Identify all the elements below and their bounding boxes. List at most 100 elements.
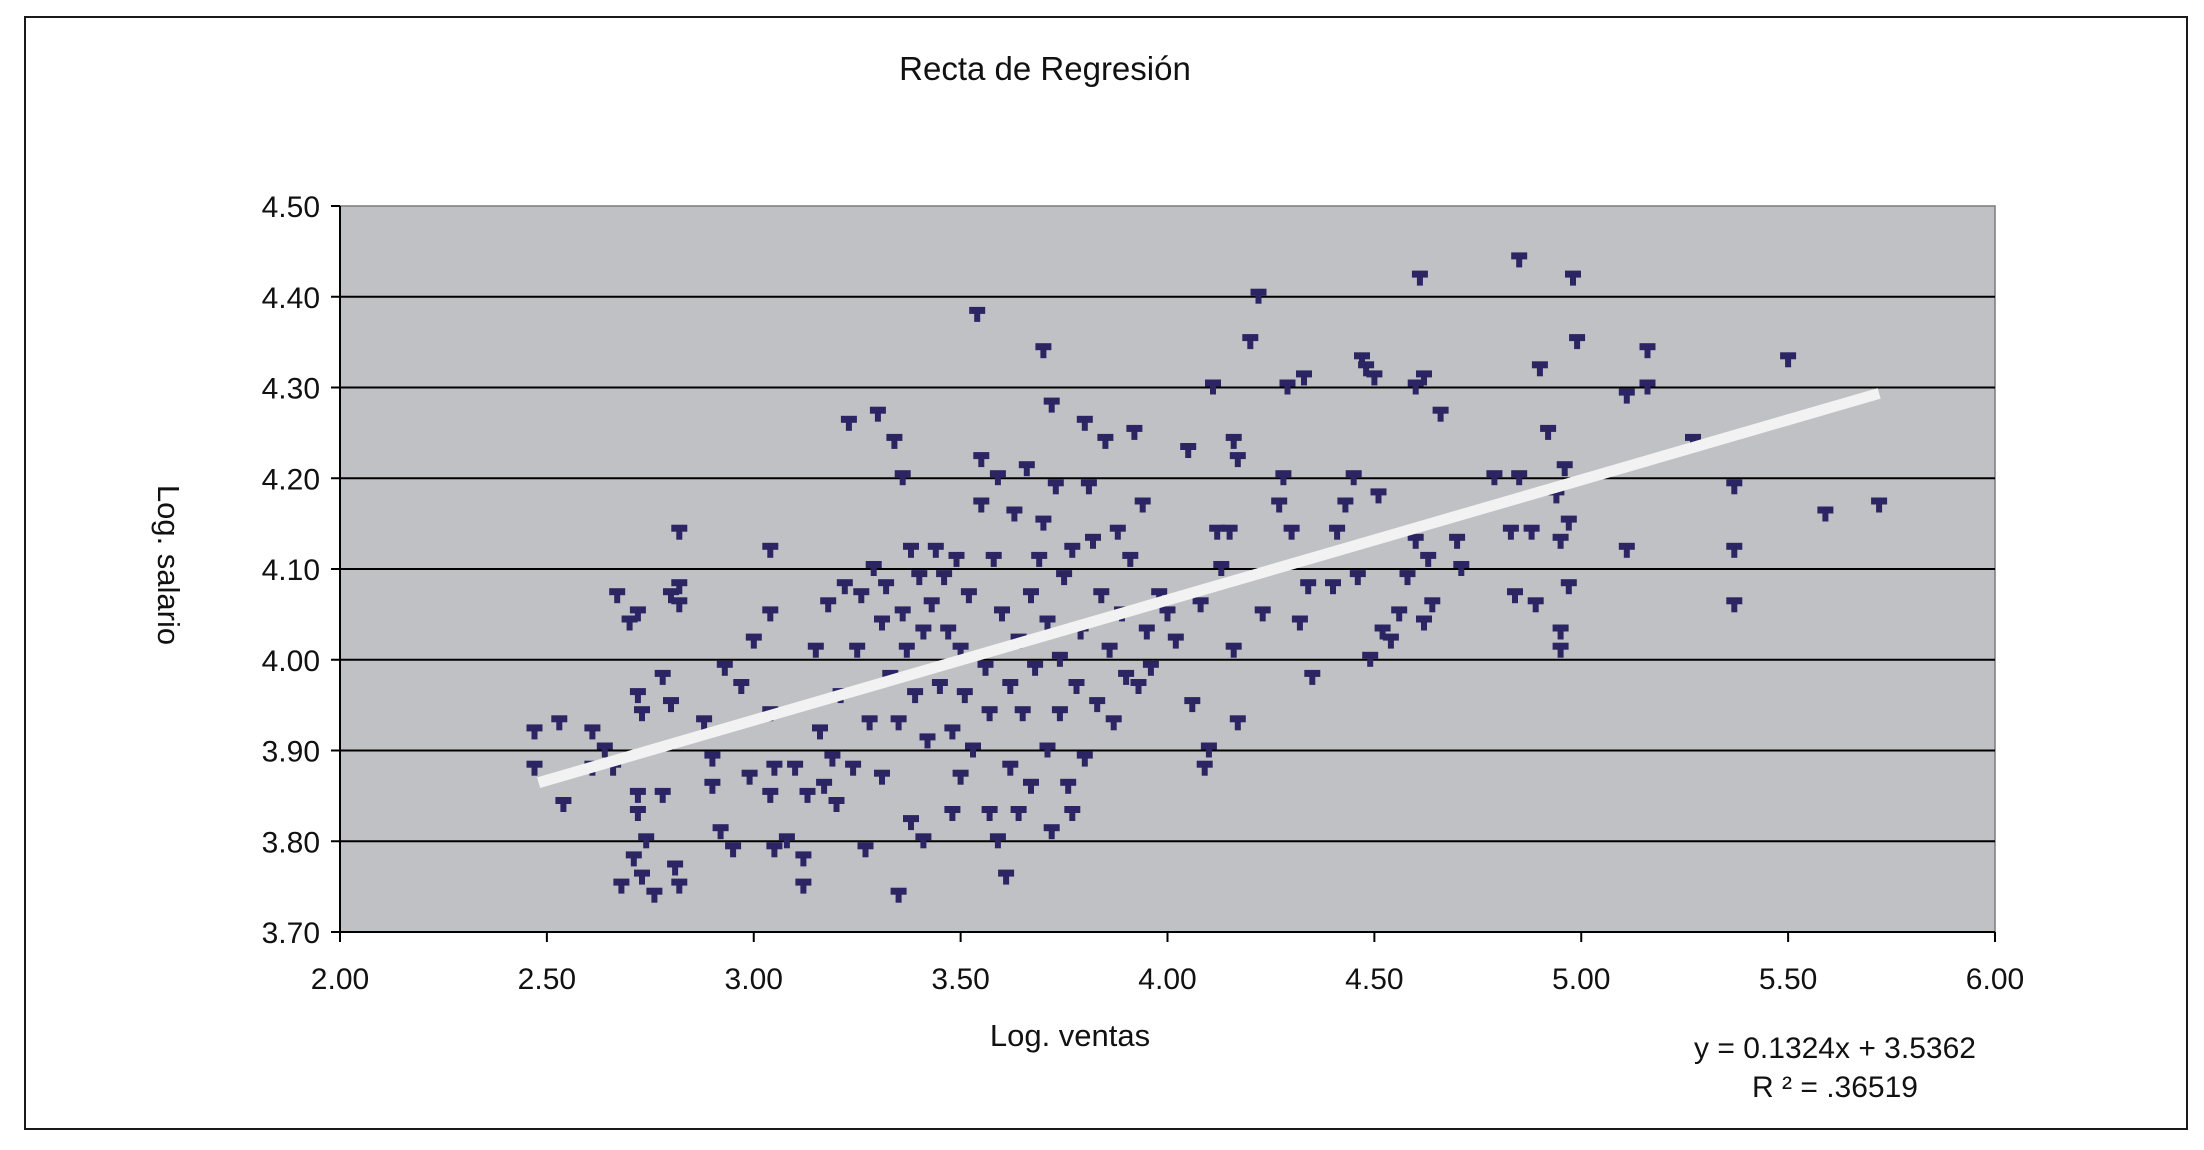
data-point [989,470,1006,486]
data-point [733,679,750,694]
data-point [725,842,742,858]
data-point [1507,588,1523,604]
data-point [1370,488,1387,504]
data-point [874,769,890,785]
data-point [836,579,853,595]
data-point [1205,379,1221,395]
data-point [1225,642,1242,658]
data-point [1416,370,1432,386]
data-point [1167,633,1184,649]
data-point [994,606,1010,622]
data-point [1242,334,1259,350]
data-point [1229,715,1246,731]
data-point [634,706,650,722]
data-point [1300,579,1317,595]
data-point [1560,515,1577,531]
data-point [915,624,932,640]
data-point [816,778,833,794]
data-point [824,751,841,767]
data-point [1085,533,1101,549]
y-tick-label: 4.20 [262,463,320,496]
data-point [903,815,919,831]
data-point [1221,524,1238,540]
data-point [849,642,866,658]
data-point [1159,606,1176,622]
data-point [799,787,816,803]
x-tick-label: 3.50 [931,963,989,996]
data-point [613,878,630,894]
data-point [1275,470,1292,486]
data-point [1411,270,1428,286]
data-point [1424,597,1441,613]
data-point [671,878,688,894]
data-point [878,579,895,595]
data-point [1076,751,1093,767]
data-point [716,660,733,676]
data-point [898,642,915,658]
data-point [960,588,977,604]
data-point [638,833,655,849]
data-point [853,588,870,604]
data-point [1080,479,1097,495]
data-point [1068,679,1085,694]
data-point [1035,343,1052,359]
y-tick-label: 3.70 [262,917,320,950]
data-point [634,869,650,885]
data-point [865,561,882,576]
data-point [696,715,713,731]
data-point [1002,760,1019,776]
data-point [766,842,783,858]
data-point [1089,697,1106,713]
data-point [1142,660,1159,676]
data-point [1039,615,1056,631]
data-point [1453,561,1470,576]
y-axis-label: Log. salario [151,485,186,645]
data-point [1126,424,1143,440]
data-point [625,851,642,867]
x-tick-label: 5.50 [1759,963,1817,996]
data-point [981,706,998,722]
r-squared-label: R ² = .36519 [1752,1071,1918,1104]
y-tick-label: 4.30 [262,373,320,406]
data-point [1184,697,1201,713]
data-point [1056,570,1073,586]
data-point [1639,343,1656,359]
data-point [1027,660,1044,676]
y-tick-label: 3.80 [262,826,320,859]
data-point [1229,452,1246,468]
data-point [1196,760,1213,776]
data-point [629,606,646,622]
data-point [1064,542,1081,558]
data-point [1043,824,1060,840]
data-point [1010,806,1027,821]
data-point [1271,497,1288,513]
data-point [894,606,911,622]
data-point [1200,742,1217,758]
data-point [973,452,990,468]
data-point [704,778,721,794]
data-point [1122,551,1139,567]
data-point [1618,542,1635,558]
data-point [1105,715,1122,731]
x-tick-label: 3.00 [725,963,783,996]
regression-equation: y = 0.1324x + 3.5362 [1694,1032,1976,1065]
data-point [1109,524,1126,540]
data-point [1374,624,1391,640]
data-point [787,760,804,776]
data-point [1130,679,1147,694]
data-point [861,715,878,731]
y-tick-label: 4.10 [262,554,320,587]
data-point [778,833,795,849]
data-point [671,579,688,595]
data-point [1180,443,1197,458]
y-tick-label: 4.00 [262,645,320,678]
data-point [998,869,1015,885]
data-point [1726,542,1743,558]
y-tick-label: 4.50 [262,191,320,224]
data-point [981,806,998,821]
data-point [973,497,990,513]
data-point [1283,524,1300,540]
y-tick-label: 4.40 [262,282,320,315]
data-point [1420,551,1437,567]
